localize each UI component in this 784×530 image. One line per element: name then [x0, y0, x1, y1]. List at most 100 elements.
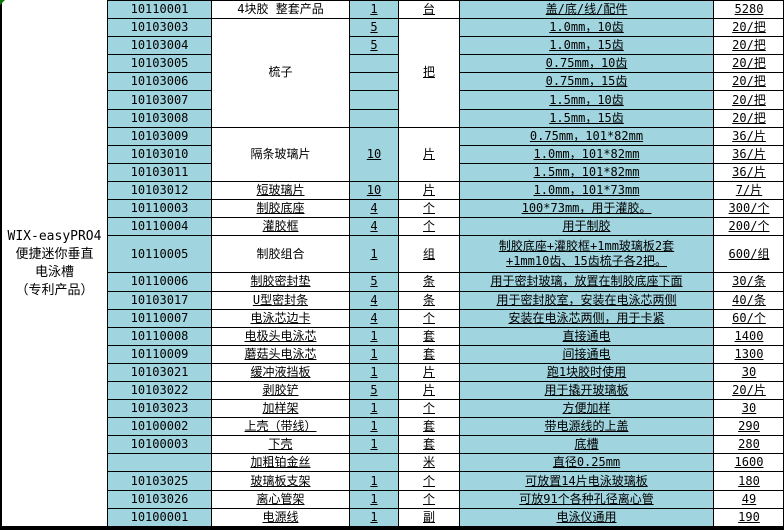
cell-price[interactable]: 5280	[713, 0, 784, 20]
cell-qty[interactable]	[349, 453, 399, 473]
cell-price[interactable]: 280	[713, 435, 784, 455]
cell-price[interactable]: 20/把	[713, 18, 784, 38]
cell-name[interactable]: 蘑菇头电泳芯	[211, 344, 350, 364]
cell-qty[interactable]: 1	[349, 235, 399, 274]
cell-desc[interactable]: 1.0mm，101*82mm	[459, 144, 714, 164]
cell-code[interactable]: 10103005	[107, 54, 212, 74]
cell-qty[interactable]: 1	[349, 471, 399, 491]
cell-qty[interactable]	[349, 90, 399, 110]
cell-price[interactable]: 36/片	[713, 144, 784, 164]
cell-qty[interactable]: 1	[349, 326, 399, 346]
cell-name[interactable]: 灌胶框	[211, 217, 350, 237]
cell-qty[interactable]: 1	[349, 362, 399, 382]
cell-name[interactable]: 加粗铂金丝	[211, 453, 350, 473]
cell-unit[interactable]: 把	[398, 18, 460, 128]
cell-code[interactable]: 10110004	[107, 217, 212, 237]
cell-name[interactable]: 缓冲液挡板	[211, 362, 350, 382]
cell-desc[interactable]: 跑1块胶时使用	[459, 362, 714, 382]
cell-code[interactable]: 10110008	[107, 326, 212, 346]
cell-desc[interactable]: 间接通电	[459, 344, 714, 364]
cell-code[interactable]: 10103026	[107, 489, 212, 509]
cell-price[interactable]: 36/片	[713, 126, 784, 146]
cell-code[interactable]: 10103025	[107, 471, 212, 491]
cell-price[interactable]: 200/个	[713, 217, 784, 237]
cell-name[interactable]: 制胶底座	[211, 199, 350, 219]
cell-desc[interactable]: 带电源线的上盖	[459, 417, 714, 437]
cell-code[interactable]: 10103011	[107, 162, 212, 182]
cell-price[interactable]: 20/片	[713, 380, 784, 401]
cell-code[interactable]: 10110005	[107, 235, 212, 274]
cell-code[interactable]: 10103008	[107, 108, 212, 128]
cell-code[interactable]	[107, 453, 212, 473]
cell-desc[interactable]: 0.75mm，101*82mm	[459, 126, 714, 146]
cell-qty[interactable]: 1	[349, 435, 399, 455]
cell-price[interactable]: 49	[713, 489, 784, 509]
cell-qty[interactable]: 4	[349, 217, 399, 237]
cell-name[interactable]: 加样架	[211, 399, 350, 419]
cell-price[interactable]: 20/把	[713, 90, 784, 110]
cell-unit[interactable]: 套	[398, 326, 460, 346]
cell-desc[interactable]: 直径0.25mm	[459, 453, 714, 473]
cell-code[interactable]: 10100002	[107, 417, 212, 437]
cell-unit[interactable]: 个	[398, 489, 460, 509]
cell-desc[interactable]: 安装在电泳芯两侧，用于卡紧	[459, 308, 714, 328]
cell-desc[interactable]: 直接通电	[459, 326, 714, 346]
cell-code[interactable]: 10103017	[107, 290, 212, 310]
cell-unit[interactable]: 套	[398, 417, 460, 437]
cell-qty[interactable]: 4	[349, 290, 399, 310]
cell-name[interactable]: U型密封条	[211, 290, 350, 310]
cell-price[interactable]: 20/把	[713, 72, 784, 92]
cell-code[interactable]: 10110009	[107, 344, 212, 364]
cell-name[interactable]: 上壳（带线）	[211, 417, 350, 437]
cell-code[interactable]: 10103003	[107, 18, 212, 38]
cell-desc[interactable]: 100*73mm，用于灌胶。	[459, 199, 714, 219]
cell-unit[interactable]: 片	[398, 126, 460, 182]
cell-unit[interactable]: 米	[398, 453, 460, 473]
cell-name[interactable]: 剥胶铲	[211, 380, 350, 401]
cell-desc[interactable]: 1.0mm，101*73mm	[459, 180, 714, 201]
cell-code[interactable]: 10100001	[107, 507, 212, 528]
product-title-cell[interactable]: WIX-easyPRO4 便捷迷你垂直 电泳槽 （专利产品）	[1, 0, 108, 527]
cell-price[interactable]: 40/条	[713, 290, 784, 310]
cell-price[interactable]: 30	[713, 399, 784, 419]
cell-price[interactable]: 1300	[713, 344, 784, 364]
cell-price[interactable]: 20/把	[713, 108, 784, 128]
cell-qty[interactable]: 1	[349, 507, 399, 528]
cell-code[interactable]: 10110007	[107, 308, 212, 328]
cell-desc[interactable]: 0.75mm，15齿	[459, 72, 714, 92]
cell-qty[interactable]	[349, 54, 399, 74]
cell-price[interactable]: 30/条	[713, 272, 784, 292]
cell-desc[interactable]: 1.5mm，10齿	[459, 90, 714, 110]
cell-name[interactable]: 短玻璃片	[211, 180, 350, 201]
cell-price[interactable]: 180	[713, 471, 784, 491]
cell-name[interactable]: 离心管架	[211, 489, 350, 509]
cell-desc[interactable]: 用于密封胶室，安装在电泳芯两侧	[459, 290, 714, 310]
cell-price[interactable]: 300/个	[713, 199, 784, 219]
cell-qty[interactable]: 1	[349, 489, 399, 509]
cell-name[interactable]: 下壳	[211, 435, 350, 455]
cell-qty[interactable]: 4	[349, 199, 399, 219]
cell-desc[interactable]: 底槽	[459, 435, 714, 455]
cell-desc[interactable]: 1.0mm，10齿	[459, 18, 714, 38]
cell-desc[interactable]: 用于制胶	[459, 217, 714, 237]
cell-unit[interactable]: 套	[398, 344, 460, 364]
cell-unit[interactable]: 片	[398, 362, 460, 382]
cell-unit[interactable]: 套	[398, 435, 460, 455]
cell-name[interactable]: 4块胶 整套产品	[211, 0, 350, 20]
cell-price[interactable]: 290	[713, 417, 784, 437]
cell-qty[interactable]	[349, 108, 399, 128]
cell-code[interactable]: 10103009	[107, 126, 212, 146]
cell-code[interactable]: 10103007	[107, 90, 212, 110]
cell-name[interactable]: 电极头电泳芯	[211, 326, 350, 346]
cell-name[interactable]: 电源线	[211, 507, 350, 528]
cell-desc[interactable]: 方便加样	[459, 399, 714, 419]
cell-unit[interactable]: 副	[398, 507, 460, 528]
cell-desc[interactable]: 可放91个各种孔径离心管	[459, 489, 714, 509]
cell-unit[interactable]: 台	[398, 0, 460, 20]
cell-name[interactable]: 隔条玻璃片	[211, 126, 350, 182]
cell-price[interactable]: 36/片	[713, 162, 784, 182]
cell-desc[interactable]: 1.0mm，15齿	[459, 36, 714, 56]
cell-qty[interactable]: 1	[349, 399, 399, 419]
cell-unit[interactable]: 个	[398, 471, 460, 491]
cell-price[interactable]: 7/片	[713, 180, 784, 201]
